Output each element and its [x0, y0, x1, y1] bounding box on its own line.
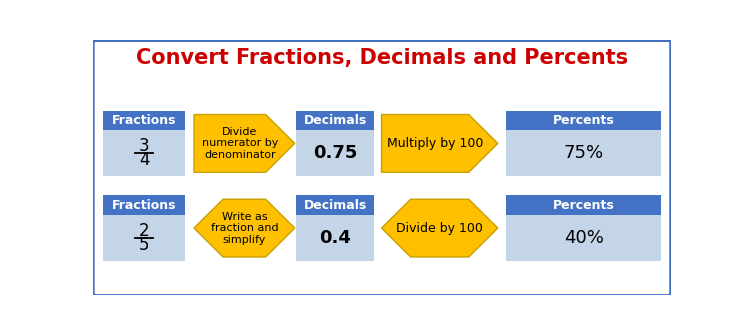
Text: 2: 2: [139, 222, 149, 240]
Polygon shape: [194, 115, 295, 172]
Polygon shape: [194, 199, 295, 257]
FancyBboxPatch shape: [104, 130, 185, 176]
Polygon shape: [381, 199, 498, 257]
Text: Divide by 100: Divide by 100: [396, 221, 483, 235]
FancyBboxPatch shape: [296, 111, 374, 130]
Text: Percents: Percents: [553, 114, 615, 127]
Text: Fractions: Fractions: [112, 199, 176, 211]
FancyBboxPatch shape: [296, 195, 374, 214]
FancyBboxPatch shape: [296, 214, 374, 261]
FancyBboxPatch shape: [104, 214, 185, 261]
Text: 3: 3: [139, 137, 149, 155]
FancyBboxPatch shape: [507, 214, 661, 261]
FancyBboxPatch shape: [104, 195, 185, 214]
Text: 40%: 40%: [564, 229, 604, 247]
Text: Decimals: Decimals: [304, 114, 367, 127]
Text: Fractions: Fractions: [112, 114, 176, 127]
Polygon shape: [381, 115, 498, 172]
Text: Divide
numerator by
denominator: Divide numerator by denominator: [202, 127, 278, 160]
Text: Multiply by 100: Multiply by 100: [387, 137, 483, 150]
Text: 4: 4: [139, 151, 149, 169]
FancyBboxPatch shape: [507, 195, 661, 214]
FancyBboxPatch shape: [296, 130, 374, 176]
Text: Percents: Percents: [553, 199, 615, 211]
FancyBboxPatch shape: [507, 111, 661, 130]
FancyBboxPatch shape: [104, 111, 185, 130]
Text: 0.75: 0.75: [313, 144, 357, 162]
Text: Write as
fraction and
simplify: Write as fraction and simplify: [210, 211, 278, 245]
FancyBboxPatch shape: [507, 130, 661, 176]
Text: Decimals: Decimals: [304, 199, 367, 211]
Text: 0.4: 0.4: [319, 229, 351, 247]
Text: Convert Fractions, Decimals and Percents: Convert Fractions, Decimals and Percents: [137, 48, 628, 68]
Text: 75%: 75%: [564, 144, 604, 162]
Text: 5: 5: [139, 236, 149, 254]
FancyBboxPatch shape: [93, 41, 671, 295]
